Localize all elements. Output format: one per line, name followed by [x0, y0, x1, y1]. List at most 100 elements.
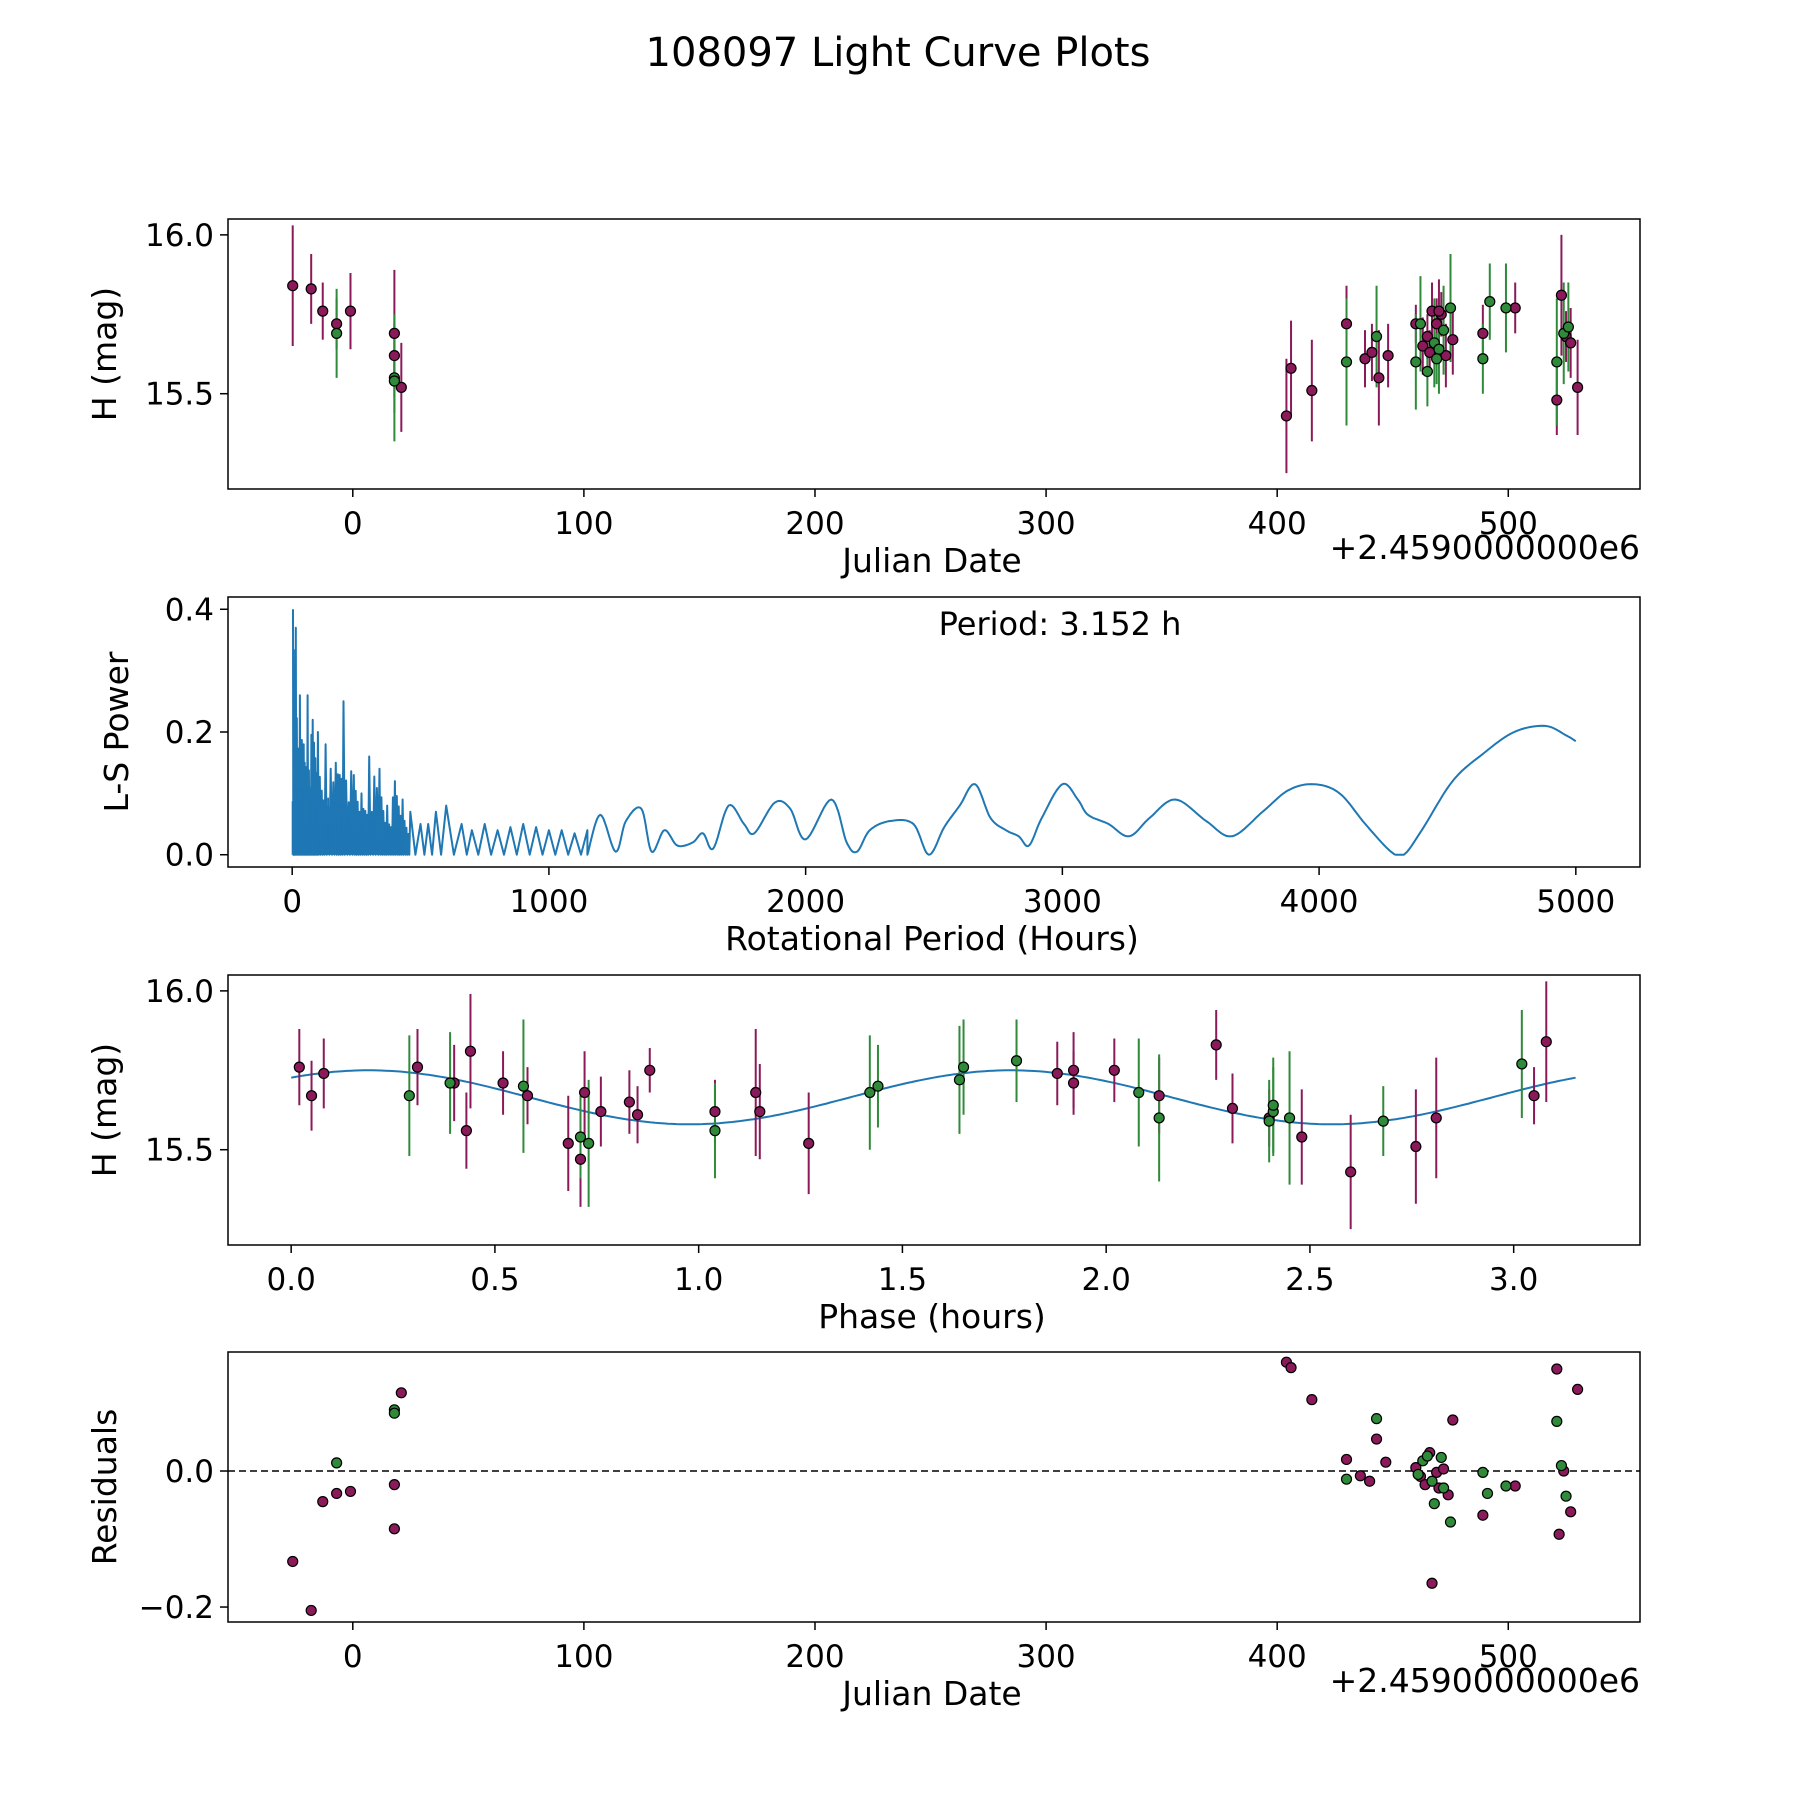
plot-frame — [227, 974, 1641, 1246]
x-tick-label: 400 — [1248, 1639, 1307, 1675]
y-tick-label: −0.2 — [139, 1590, 214, 1626]
data-point-magenta — [344, 1485, 357, 1498]
x-tick-label: 2.5 — [1285, 1262, 1334, 1298]
data-point-magenta — [1565, 1506, 1577, 1518]
data-point-magenta — [1540, 1036, 1552, 1048]
data-point-green — [1412, 1468, 1424, 1481]
data-point-magenta — [1477, 327, 1489, 339]
data-point-magenta — [1433, 305, 1445, 317]
x-tick-label: 0.5 — [470, 1262, 519, 1298]
data-point-magenta — [331, 318, 343, 330]
data-point-magenta — [1553, 1528, 1565, 1540]
y-tick-label: 16.0 — [145, 974, 214, 1010]
y-tick-label: 0.4 — [165, 592, 214, 628]
x-tick-label: 4000 — [1280, 884, 1359, 920]
data-point-magenta — [709, 1105, 721, 1118]
data-point-magenta — [1226, 1102, 1239, 1115]
data-point-green — [1516, 1058, 1528, 1070]
data-point-green — [1133, 1086, 1145, 1099]
data-point-green — [1428, 1498, 1440, 1510]
data-point-magenta — [578, 1086, 591, 1099]
data-point-magenta — [395, 381, 407, 393]
data-point-magenta — [1430, 1112, 1442, 1124]
data-point-green — [1560, 1490, 1572, 1502]
data-point-magenta — [1370, 1433, 1383, 1445]
data-point-magenta — [317, 1496, 329, 1508]
data-point-magenta — [1477, 1509, 1489, 1521]
x-tick-label: 300 — [1016, 1639, 1075, 1675]
data-point-magenta — [1364, 1475, 1376, 1487]
data-point-magenta — [562, 1137, 574, 1149]
y-tick-label: 0.0 — [165, 838, 214, 874]
x-offset-label: +2.4590000000e6 — [1330, 1661, 1640, 1700]
data-point-magenta — [388, 1523, 400, 1535]
x-offset-label: +2.4590000000e6 — [1330, 528, 1640, 567]
data-point-green — [1433, 343, 1445, 355]
data-point-magenta — [521, 1090, 534, 1102]
data-point-magenta — [460, 1125, 472, 1137]
data-point-green — [1370, 330, 1383, 343]
data-point-green — [1481, 1487, 1494, 1500]
data-point-magenta — [1551, 1363, 1563, 1375]
data-point-green — [1263, 1115, 1275, 1127]
data-point-magenta — [1437, 1463, 1450, 1475]
data-point-magenta — [1426, 1577, 1438, 1589]
data-point-green — [444, 1077, 456, 1089]
data-point-green — [1267, 1099, 1279, 1111]
data-point-green — [1477, 1466, 1489, 1478]
data-point-green — [388, 1407, 400, 1419]
data-point-magenta — [1366, 346, 1378, 359]
data-point-green — [1010, 1055, 1023, 1067]
data-point-green — [331, 1457, 343, 1469]
y-axis-label: H (mag) — [85, 1043, 124, 1177]
data-point-magenta — [497, 1077, 509, 1089]
x-tick-label: 200 — [785, 1639, 844, 1675]
data-point-magenta — [1410, 1140, 1422, 1153]
x-tick-label: 2000 — [766, 884, 845, 920]
data-point-magenta — [1572, 1383, 1584, 1396]
data-point-green — [1431, 353, 1443, 365]
x-tick-label: 100 — [554, 1639, 613, 1675]
data-point-magenta — [1417, 340, 1429, 352]
data-point-magenta — [1340, 1453, 1353, 1466]
phased-panel: 0.0 0.5 1.0 1.5 2.0 2.5 3.0 15.5 16.0 Phase (hour… — [85, 974, 1641, 1336]
data-point-green — [1410, 356, 1422, 368]
y-axis-label: Residuals — [85, 1409, 124, 1566]
data-point-magenta — [1382, 349, 1394, 362]
data-point-green — [1437, 324, 1450, 336]
data-point-magenta — [623, 1096, 635, 1108]
lightcurve-panel: 0 100 200 300 400 500 15.5 16.0 Julian Date H (ma… — [85, 218, 1641, 580]
data-point-magenta — [1067, 1077, 1080, 1089]
y-tick-label: 16.0 — [145, 218, 214, 254]
data-point-green — [1444, 1516, 1457, 1528]
data-point-green — [1562, 321, 1574, 333]
data-point-magenta — [1285, 362, 1297, 374]
data-point-magenta — [1280, 410, 1293, 422]
data-point-green — [864, 1086, 876, 1099]
data-point-magenta — [287, 1555, 299, 1568]
data-point-magenta — [1447, 334, 1459, 346]
data-point-green — [1500, 1480, 1512, 1492]
y-axis-label: L-S Power — [97, 651, 136, 812]
data-point-magenta — [1296, 1131, 1308, 1143]
data-point-magenta — [1509, 302, 1521, 314]
data-point-green — [1421, 1450, 1433, 1462]
x-tick-label: 1.0 — [674, 1262, 723, 1298]
data-point-magenta — [1345, 1166, 1357, 1178]
data-point-magenta — [595, 1105, 607, 1118]
x-tick-label: 0 — [282, 884, 302, 920]
x-tick-label: 5000 — [1536, 884, 1615, 920]
data-point-magenta — [1572, 381, 1584, 393]
plot-frame — [227, 596, 1641, 868]
x-tick-label: 300 — [1016, 506, 1075, 542]
y-tick-label: 0.0 — [165, 1454, 214, 1490]
data-point-green — [403, 1090, 415, 1102]
x-tick-label: 2.0 — [1082, 1262, 1131, 1298]
data-point-green — [1283, 1112, 1296, 1124]
data-point-magenta — [803, 1137, 815, 1149]
y-tick-label: 15.5 — [145, 1133, 214, 1169]
data-point-magenta — [305, 1090, 318, 1102]
data-point-magenta — [1108, 1064, 1120, 1076]
data-point-magenta — [1447, 1414, 1459, 1426]
data-point-magenta — [1354, 1470, 1366, 1482]
